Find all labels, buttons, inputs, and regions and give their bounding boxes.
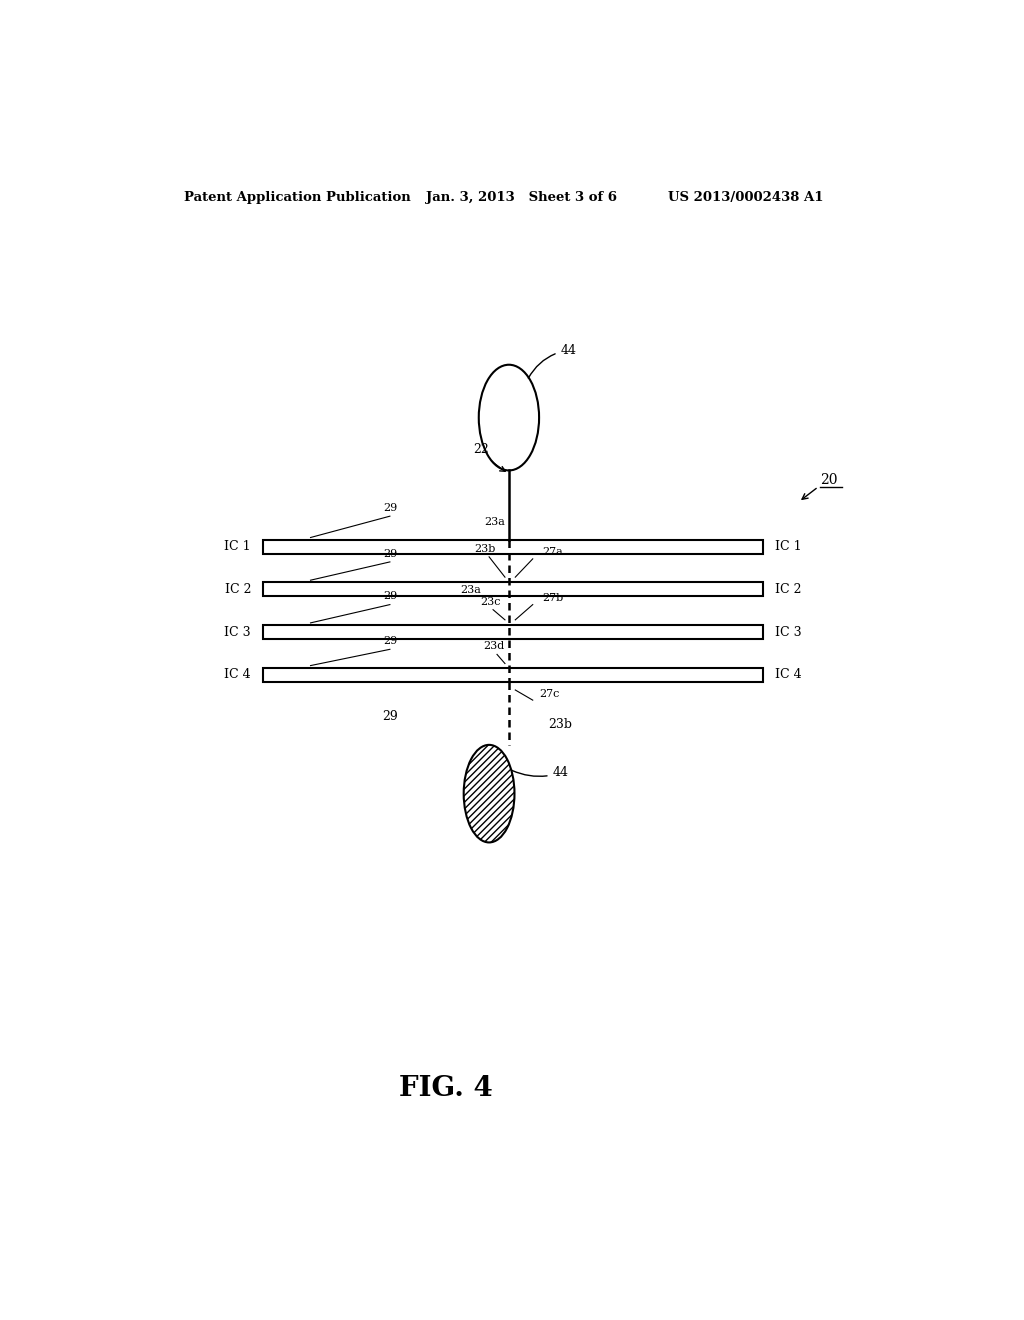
Text: 29: 29 <box>383 591 397 602</box>
Text: IC 1: IC 1 <box>224 540 251 553</box>
Text: IC 2: IC 2 <box>775 583 802 595</box>
Text: 22: 22 <box>473 444 505 471</box>
Text: FIG. 4: FIG. 4 <box>398 1074 493 1102</box>
Text: 27c: 27c <box>539 689 559 700</box>
Bar <box>263 540 763 554</box>
Text: 29: 29 <box>383 549 397 558</box>
Text: IC 3: IC 3 <box>775 626 802 639</box>
Text: Patent Application Publication: Patent Application Publication <box>183 190 411 203</box>
Text: 23b: 23b <box>474 544 496 554</box>
Text: 29: 29 <box>382 710 397 723</box>
Text: 20: 20 <box>820 473 838 487</box>
Bar <box>263 624 763 639</box>
Text: 29: 29 <box>383 636 397 647</box>
Text: IC 4: IC 4 <box>775 668 802 681</box>
Text: IC 4: IC 4 <box>224 668 251 681</box>
Ellipse shape <box>464 744 514 842</box>
Text: 44: 44 <box>512 767 568 779</box>
Text: 29: 29 <box>383 503 397 513</box>
Text: Jan. 3, 2013   Sheet 3 of 6: Jan. 3, 2013 Sheet 3 of 6 <box>426 190 616 203</box>
Bar <box>263 668 763 682</box>
Text: 27b: 27b <box>543 593 563 602</box>
Text: 23b: 23b <box>549 718 572 730</box>
Text: 23a: 23a <box>461 585 481 595</box>
Text: 23d: 23d <box>483 642 505 651</box>
Text: IC 1: IC 1 <box>775 540 802 553</box>
Bar <box>263 582 763 597</box>
Text: US 2013/0002438 A1: US 2013/0002438 A1 <box>668 190 823 203</box>
Text: 23c: 23c <box>480 597 501 607</box>
Text: 23a: 23a <box>484 517 505 528</box>
Text: IC 2: IC 2 <box>224 583 251 595</box>
Text: IC 3: IC 3 <box>224 626 251 639</box>
Text: 44: 44 <box>528 343 577 378</box>
Text: 27a: 27a <box>543 546 563 557</box>
